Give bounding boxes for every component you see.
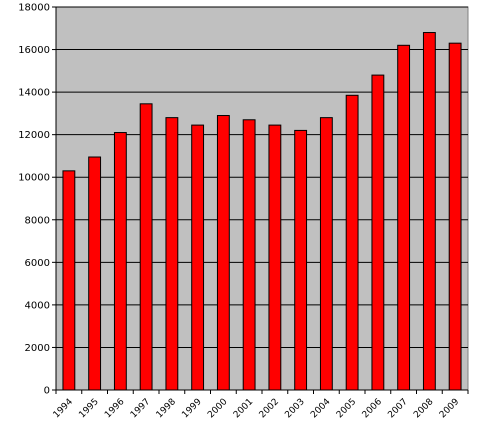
y-tick-label: 14000 bbox=[18, 88, 50, 99]
bar-2005 bbox=[345, 94, 359, 391]
bar-1997 bbox=[139, 103, 153, 391]
x-tick-label: 2004 bbox=[309, 397, 332, 420]
x-tick-label: 2005 bbox=[335, 397, 358, 420]
x-tick-label: 2008 bbox=[412, 397, 435, 420]
y-tick-label: 2000 bbox=[25, 343, 50, 354]
x-tick-label: 2000 bbox=[206, 397, 229, 420]
bar-2009 bbox=[448, 42, 462, 391]
bars bbox=[62, 32, 462, 391]
y-tick-label: 10000 bbox=[18, 173, 50, 184]
x-axis-ticks: 1994 1995 1996 1997 1998 1999 2000 2001 2002 2003… bbox=[52, 390, 469, 420]
bar-2004 bbox=[319, 117, 333, 391]
bar-2008 bbox=[422, 32, 436, 391]
bar-1999 bbox=[191, 124, 205, 391]
x-tick-label: 2006 bbox=[361, 397, 384, 420]
bar-2001 bbox=[242, 119, 256, 391]
y-tick-label: 0 bbox=[44, 386, 50, 397]
y-tick-label: 8000 bbox=[25, 215, 50, 226]
y-tick-label: 16000 bbox=[18, 45, 50, 56]
x-tick-label: 2003 bbox=[283, 397, 306, 420]
y-tick-label: 12000 bbox=[18, 130, 50, 141]
x-tick-label: 1995 bbox=[77, 397, 100, 420]
bar-2003 bbox=[294, 129, 308, 391]
x-tick-label: 1996 bbox=[103, 397, 126, 420]
y-tick-label: 18000 bbox=[18, 3, 50, 14]
bar-2007 bbox=[397, 44, 411, 391]
bar-2000 bbox=[216, 115, 230, 391]
bar-1994 bbox=[62, 170, 76, 391]
y-axis-ticks: 0 2000 4000 6000 8000 10000 12000 14000 16000 180… bbox=[18, 3, 56, 397]
x-tick-label: 2001 bbox=[232, 397, 255, 420]
bar-2002 bbox=[268, 124, 282, 391]
x-tick-label: 1997 bbox=[129, 397, 152, 420]
x-tick-label: 2009 bbox=[438, 397, 461, 420]
y-tick-label: 4000 bbox=[25, 300, 50, 311]
x-tick-label: 1994 bbox=[52, 397, 75, 420]
y-tick-label: 6000 bbox=[25, 258, 50, 269]
bar-1996 bbox=[113, 132, 127, 391]
x-tick-label: 2002 bbox=[258, 397, 281, 420]
bar-1995 bbox=[88, 156, 102, 391]
x-tick-label: 1998 bbox=[155, 397, 178, 420]
x-tick-label: 2007 bbox=[386, 397, 409, 420]
bar-2006 bbox=[371, 74, 385, 391]
bar-1998 bbox=[165, 117, 179, 391]
x-tick-label: 1999 bbox=[180, 397, 203, 420]
